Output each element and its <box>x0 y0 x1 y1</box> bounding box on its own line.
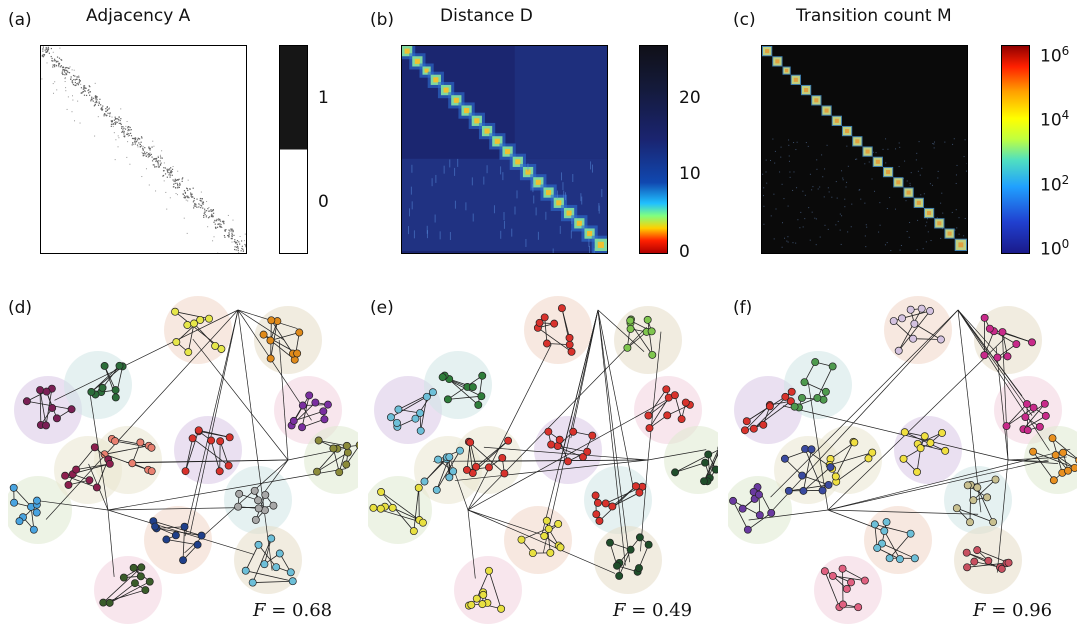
panel-e-label: (e) <box>370 298 394 318</box>
network-graph-d <box>8 290 358 630</box>
transition-tick-1e6: 106 <box>1040 44 1070 67</box>
transition-count-matrix <box>761 45 968 254</box>
distance-tick-10: 10 <box>679 164 701 184</box>
distance-tick-20: 20 <box>679 88 701 108</box>
transition-colorbar <box>1001 45 1030 254</box>
transition-tick-1e4: 104 <box>1040 108 1070 131</box>
panel-a-label: (a) <box>8 10 32 30</box>
transition-tick-1e0: 100 <box>1040 237 1070 260</box>
panel-b-label: (b) <box>370 10 395 30</box>
adjacency-matrix <box>40 45 247 254</box>
adjacency-tick-0: 0 <box>318 192 329 212</box>
panel-b-title: Distance D <box>440 6 533 26</box>
distance-colorbar <box>639 45 668 254</box>
panel-d-label: (d) <box>8 298 33 318</box>
panel-c-title: Transition count M <box>796 6 952 26</box>
distance-matrix-plot <box>402 46 607 253</box>
adjacency-colorbar <box>279 45 308 254</box>
panel-a-title: Adjacency A <box>86 6 191 26</box>
fidelity-f: F = 0.96 <box>973 600 1053 621</box>
panel-c-label: (c) <box>733 10 756 30</box>
fidelity-e: F = 0.49 <box>613 600 693 621</box>
panel-f-label: (f) <box>733 298 753 318</box>
adjacency-tick-1: 1 <box>318 88 329 108</box>
transition-count-plot <box>762 46 967 252</box>
fidelity-d: F = 0.68 <box>253 600 333 621</box>
transition-tick-1e2: 102 <box>1040 173 1070 196</box>
distance-matrix <box>401 45 608 254</box>
network-graph-f <box>728 290 1077 630</box>
adjacency-matrix-plot <box>41 46 246 253</box>
distance-tick-0: 0 <box>679 242 690 262</box>
network-graph-e <box>368 290 718 630</box>
